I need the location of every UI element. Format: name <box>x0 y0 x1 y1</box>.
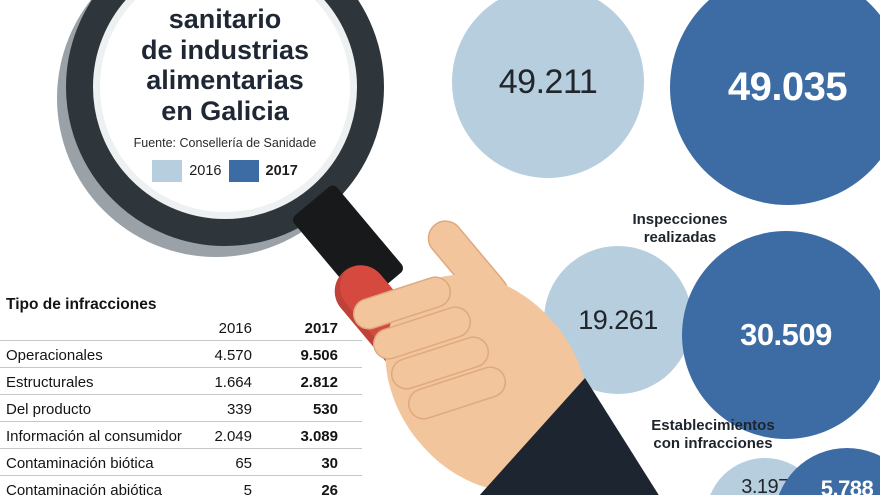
table-row: Del producto 339 530 <box>0 394 362 421</box>
table-title: Tipo de infracciones <box>6 296 157 313</box>
bubble-total-2017-value: 49.035 <box>727 65 848 109</box>
table-row: Operacionales 4.570 9.506 <box>0 340 362 367</box>
legend-swatch-2017 <box>228 160 259 182</box>
bubble-establishments-2017-value: 5.788 <box>820 476 874 495</box>
row-label: Información al consumidor <box>6 428 182 445</box>
bubble-establishments-2016-value: 3.197 <box>741 476 789 495</box>
row-value-2016: 339 <box>226 401 252 418</box>
row-value-2016: 1.664 <box>214 374 252 391</box>
magnifier-title: sanitario de industrias alimentarias en … <box>93 4 357 126</box>
row-value-2016: 65 <box>235 455 252 472</box>
row-value-2017: 30 <box>321 455 338 472</box>
row-label: Contaminación biótica <box>6 455 154 472</box>
thumb-shape <box>427 220 509 310</box>
legend-swatch-2016 <box>152 160 183 182</box>
inspections-label-line2: realizadas <box>643 228 717 246</box>
infractions-table: Tipo de infracciones 2016 2017 Operacion… <box>0 296 362 495</box>
magnifier-title-line: de industrias <box>140 34 310 65</box>
row-value-2016: 5 <box>243 482 252 495</box>
row-label: Estructurales <box>6 374 94 391</box>
table-row: Información al consumidor 2.049 3.089 <box>0 421 362 448</box>
row-value-2017: 530 <box>312 401 338 418</box>
bubble-inspections-2017: 30.509 <box>682 231 880 439</box>
row-label: Contaminación abiótica <box>6 482 162 495</box>
establishments-label-line1: Establecimientos <box>651 417 775 434</box>
bubble-total-2017: 49.035 <box>670 0 880 205</box>
row-label: Operacionales <box>6 347 103 364</box>
table-row: Estructurales 1.664 2.812 <box>0 367 362 394</box>
magnifier-title-line: sanitario <box>168 4 282 34</box>
row-value-2017: 2.812 <box>300 374 338 391</box>
table-header-row: 2016 2017 <box>0 318 362 340</box>
bubble-inspections-2016-value: 19.261 <box>578 304 658 335</box>
bubble-establishments-2017: 5.788 <box>774 448 880 495</box>
table-header-2016: 2016 <box>218 320 252 337</box>
source-note: Fuente: Consellería de Sanidade <box>133 136 317 150</box>
establishments-label-line2: con infracciones <box>653 434 773 452</box>
establishments-label: Establecimientos con infracciones <box>628 417 798 452</box>
inspections-label-line1: Inspecciones <box>632 211 728 228</box>
row-value-2017: 9.506 <box>300 347 338 364</box>
legend-label-2016: 2016 <box>189 163 222 179</box>
bubble-inspections-2017-value: 30.509 <box>740 317 832 352</box>
row-value-2016: 2.049 <box>214 428 252 445</box>
table-row: Contaminación biótica 65 30 <box>0 448 362 475</box>
legend: 2016 2017 <box>93 160 357 182</box>
row-value-2017: 26 <box>321 482 338 495</box>
legend-label-2017: 2017 <box>265 163 298 179</box>
bubble-total-2016-value: 49.211 <box>498 62 598 101</box>
magnifier-title-line: en Galicia <box>161 95 289 126</box>
row-label: Del producto <box>6 401 92 418</box>
table-row: Contaminación abiótica 5 26 <box>0 475 362 495</box>
table-header-2017: 2017 <box>304 320 338 337</box>
bubble-total-2016: 49.211 <box>452 0 644 178</box>
row-value-2016: 4.570 <box>214 347 252 364</box>
bubble-inspections-2016: 19.261 <box>544 246 692 394</box>
row-value-2017: 3.089 <box>300 428 338 445</box>
magnifier-title-line: alimentarias <box>146 65 304 95</box>
inspections-label: Inspecciones realizadas <box>595 211 765 246</box>
